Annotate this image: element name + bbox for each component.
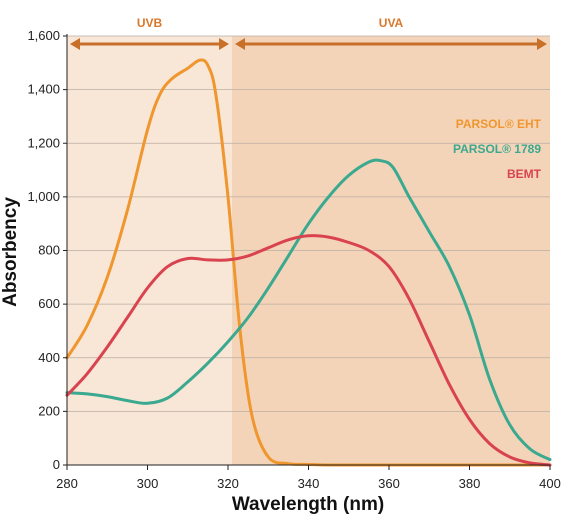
y-tick-label-4: 800	[38, 243, 60, 258]
arrow-head-left-uvb	[70, 38, 80, 50]
y-tick-label-7: 1,400	[27, 82, 60, 97]
x-tick-label-2: 320	[217, 476, 239, 491]
x-tick-label-0: 280	[56, 476, 78, 491]
legend-entry-1: PARSOL® 1789	[453, 142, 541, 156]
arrow-head-right-uva	[537, 38, 547, 50]
band-label-uvb: UVB	[137, 16, 163, 30]
band-label-uva: UVA	[379, 16, 404, 30]
legend-entry-2: BEMT	[507, 167, 542, 181]
y-tick-label-5: 1,000	[27, 189, 60, 204]
y-tick-label-2: 400	[38, 350, 60, 365]
band-arrows: UVB UVA	[70, 16, 547, 50]
x-tick-label-6: 400	[539, 476, 561, 491]
y-tick-labels: 0 200 400 600 800 1,000 1,200 1,400 1,600	[27, 28, 67, 472]
series-line-2	[65, 234, 552, 467]
x-tick-label-1: 300	[137, 476, 159, 491]
legend-entry-0: PARSOL® EHT	[456, 117, 542, 131]
grid-lines	[67, 35, 550, 412]
x-tick-label-3: 340	[298, 476, 320, 491]
arrow-head-left-uva	[235, 38, 246, 50]
y-axis-title: Absorbency	[0, 197, 21, 307]
y-tick-label-8: 1,600	[27, 28, 60, 43]
arrow-head-right-uvb	[219, 38, 230, 50]
x-tick-labels: 280 300 320 340 360 380 400	[56, 465, 561, 491]
y-tick-label-0: 0	[53, 457, 60, 472]
x-axis-title: Wavelength (nm)	[232, 494, 384, 515]
x-tick-label-4: 360	[378, 476, 400, 491]
series-line-1	[65, 158, 552, 462]
y-tick-label-6: 1,200	[27, 135, 60, 150]
y-tick-label-1: 200	[38, 403, 60, 418]
y-tick-label-3: 600	[38, 296, 60, 311]
x-tick-label-5: 380	[459, 476, 481, 491]
legend: PARSOL® EHT PARSOL® 1789 BEMT	[453, 117, 542, 181]
